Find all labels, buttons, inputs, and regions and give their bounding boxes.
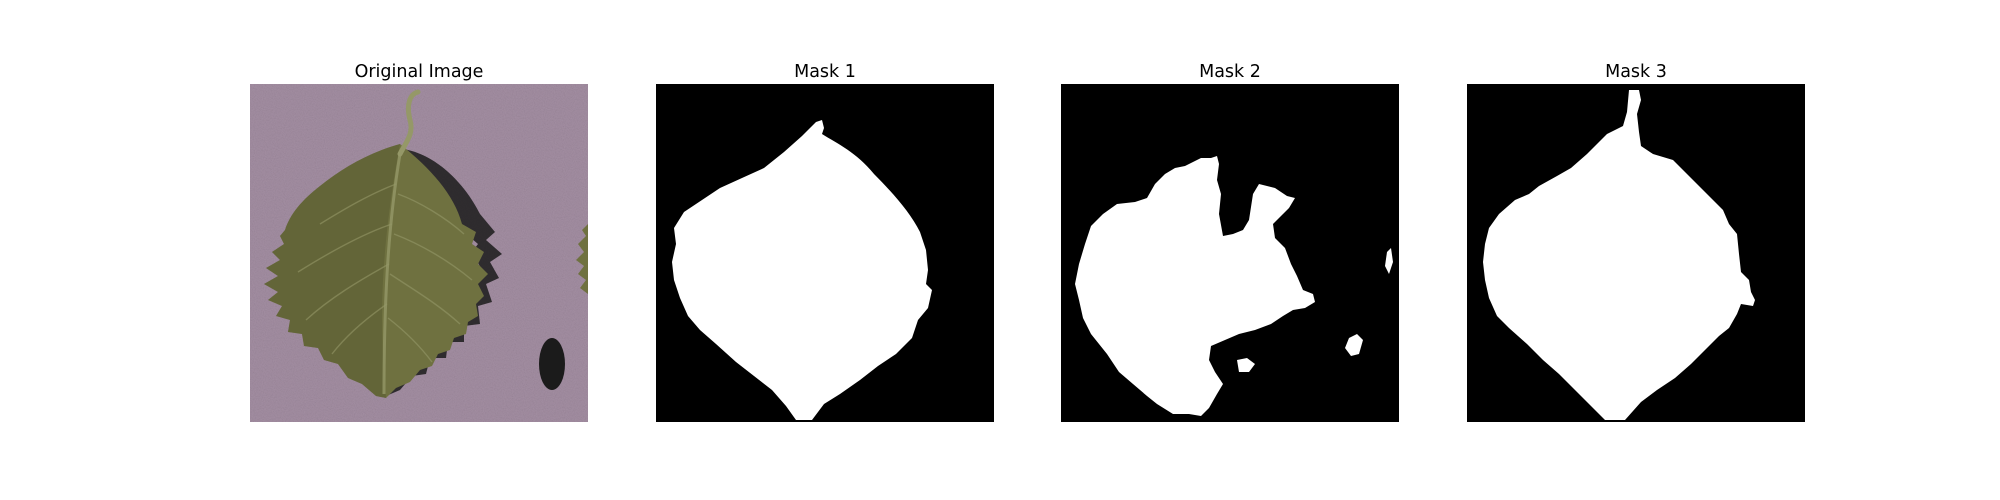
leaf-veins	[297, 183, 473, 363]
mask-2-image	[1061, 84, 1399, 422]
mask-1-image	[656, 84, 994, 422]
mask-1-panel: Mask 1	[656, 60, 994, 422]
mask-1-title: Mask 1	[794, 62, 856, 82]
leaf-shadow	[378, 149, 502, 396]
mask-3-panel: Mask 3	[1467, 60, 1805, 422]
mask-1-foreground	[672, 120, 932, 420]
mask-3-title: Mask 3	[1605, 62, 1667, 82]
original-leaf-photo	[250, 84, 588, 422]
mask-2-panel: Mask 2	[1061, 60, 1399, 422]
mask-2-foreground-speck	[1385, 248, 1393, 274]
neighbor-leaf-edge	[576, 224, 588, 294]
mask-2-foreground-main	[1075, 156, 1315, 416]
mask-3-foreground	[1483, 90, 1755, 420]
original-image-title: Original Image	[354, 62, 484, 82]
leaf-midrib	[382, 153, 402, 395]
leaf-stem	[397, 89, 421, 157]
mask-3-image	[1467, 84, 1805, 422]
leaf-left-half	[264, 144, 400, 398]
original-image-panel: Original Image	[250, 60, 588, 422]
dark-seed-shape	[539, 338, 565, 390]
mask-2-title: Mask 2	[1199, 62, 1261, 82]
mask-2-foreground-blob	[1345, 334, 1363, 356]
mask-2-foreground-fragment	[1237, 358, 1255, 372]
